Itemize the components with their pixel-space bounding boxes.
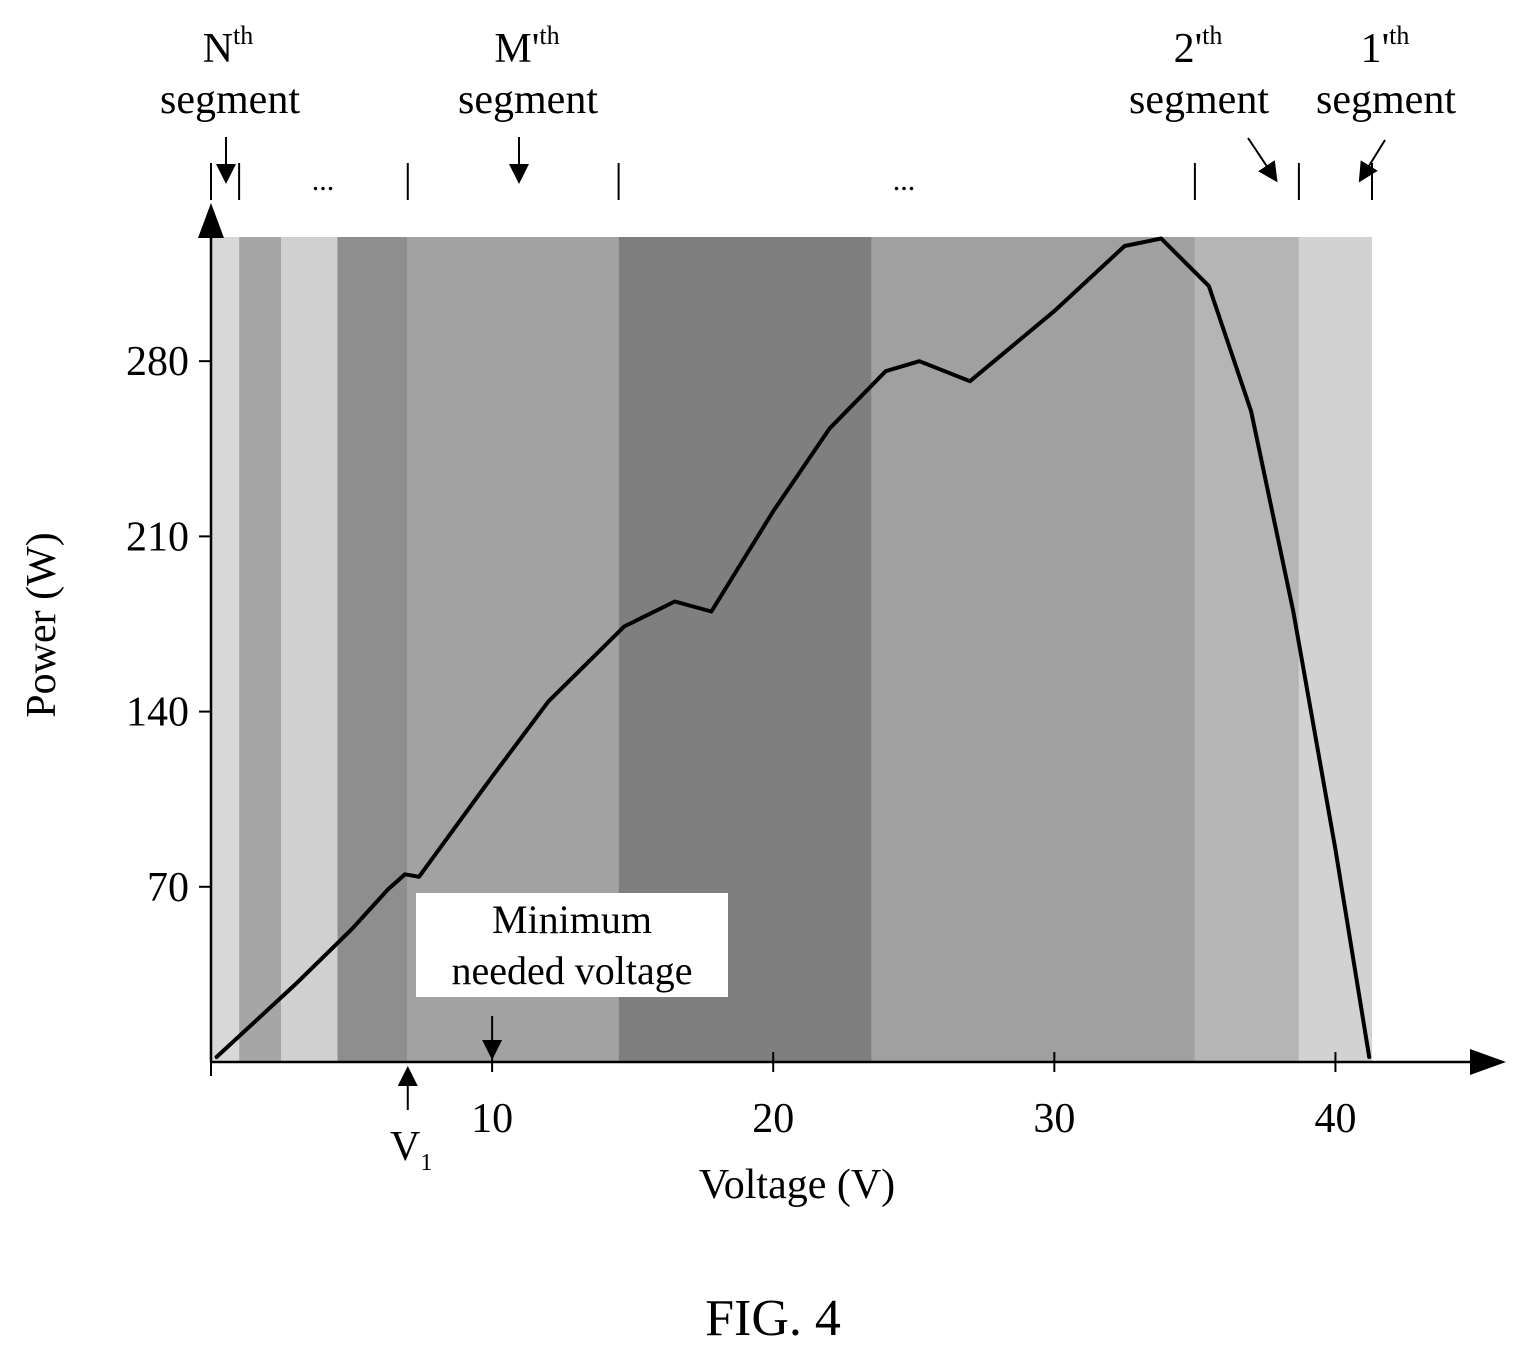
segment-bands [211,237,1372,1062]
y-tick-label-70: 70 [147,865,189,911]
y-tick-label-280: 280 [126,339,189,385]
segment-label-1: 1'th segment [1316,21,1456,183]
segment-band-3 [337,237,408,1062]
v1-annotation: V1 [390,1066,432,1176]
power-curve [214,236,1372,1059]
segment-n-base: N [203,26,233,72]
segment-2-base: 2' [1174,26,1203,72]
segment-band-6 [871,237,1195,1062]
segment-label-2: 2'th segment [1129,21,1278,183]
svg-text:2'th: 2'th [1174,21,1223,72]
min-voltage-line1: Minimum [492,897,652,942]
segment-2-text: segment [1129,77,1269,123]
ellipsis-left: ... [312,164,335,197]
segment-2-sup: th [1202,21,1222,50]
segment-m-base: M' [494,26,539,72]
curve-layer [214,236,1372,1059]
segment-markers [210,163,1373,200]
v1-label: V [390,1124,420,1170]
min-voltage-box [416,893,728,997]
x-tick-label-40: 40 [1314,1096,1356,1142]
segment-n-text: segment [160,77,300,123]
min-voltage-line2: needed voltage [452,948,693,993]
segment-band-8 [1298,237,1372,1062]
segment-1-sup: th [1389,21,1409,50]
segment-band-1 [239,237,282,1062]
svg-text:M'th: M'th [494,21,559,72]
y-tick-label-140: 140 [126,690,189,736]
x-axis-arrowhead [1470,1049,1506,1075]
y-ticks: 70 140 210 280 [126,339,211,911]
segment-band-0 [211,237,240,1062]
segment-1-arrow [1358,139,1386,183]
y-tick-label-210: 210 [126,514,189,560]
x-tick-label-10: 10 [471,1096,513,1142]
segment-band-7 [1194,237,1299,1062]
segment-m-sup: th [539,21,559,50]
v1-subscript: 1 [420,1150,432,1176]
svg-text:V1: V1 [390,1124,432,1176]
segment-label-n: Nth segment [160,21,300,184]
x-axis-label: Voltage (V) [699,1162,895,1208]
x-tick-label-20: 20 [752,1096,794,1142]
svg-text:1'th: 1'th [1361,21,1410,72]
min-voltage-annotation: Minimum needed voltage [416,893,728,1060]
segment-1-text: segment [1316,77,1456,123]
segment-m-text: segment [458,77,598,123]
x-tick-label-30: 30 [1033,1096,1075,1142]
y-axis-arrowhead [198,203,224,238]
svg-text:Nth: Nth [203,21,254,72]
segment-n-sup: th [233,21,253,50]
segment-1-base: 1' [1361,26,1390,72]
segment-2-arrow [1247,137,1278,183]
axes [198,203,1506,1075]
ellipsis-right: ... [893,164,916,197]
segment-band-2 [281,237,338,1062]
figure-label: FIG. 4 [705,1290,841,1347]
segment-label-m: M'th segment [458,21,598,184]
y-axis-label: Power (W) [19,532,65,717]
x-ticks: 10 20 30 40 [210,1052,1356,1142]
